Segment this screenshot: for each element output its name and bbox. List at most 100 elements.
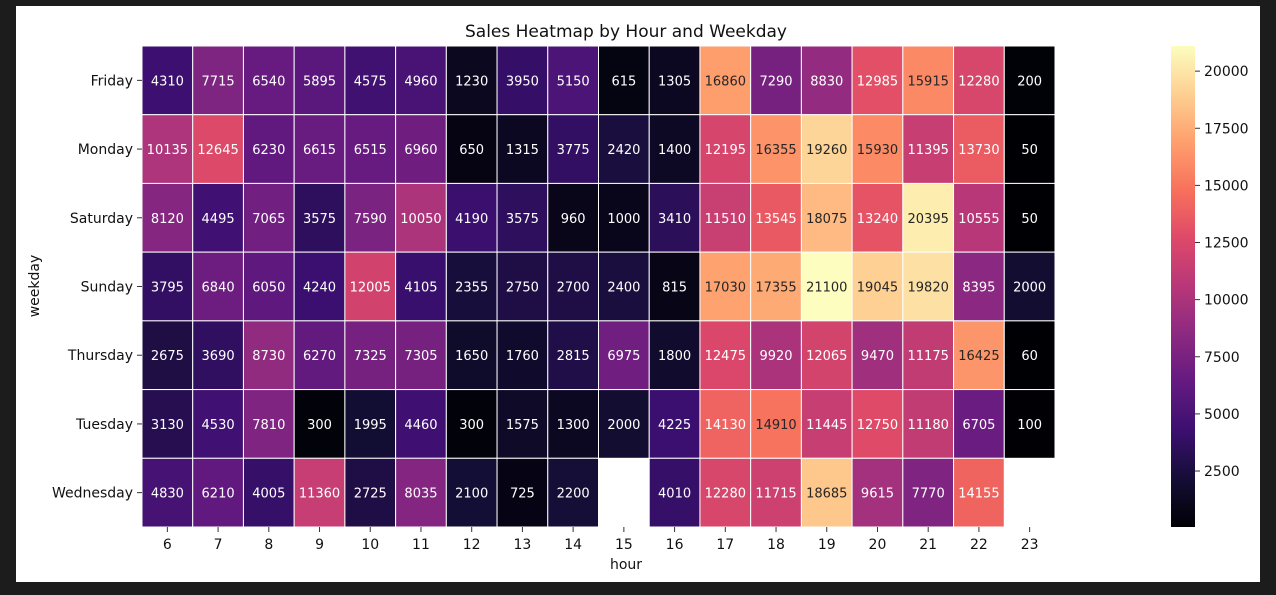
cell-value-label: 1315	[506, 143, 539, 158]
cell-value-label: 10050	[400, 212, 441, 227]
heatmap-cell	[141, 114, 194, 184]
cell-value-label: 4960	[404, 74, 437, 89]
cell-value-label: 50	[1021, 212, 1038, 227]
heatmap-cell	[699, 389, 752, 459]
cell-value-label: 17355	[755, 281, 796, 296]
cell-value-label: 8035	[404, 487, 437, 502]
heatmap-cell	[699, 45, 752, 116]
heatmap-cell	[1003, 45, 1056, 116]
cell-value-label: 815	[662, 281, 687, 296]
cell-value-label: 60	[1021, 349, 1038, 364]
cell-value-label: 13730	[958, 143, 999, 158]
heatmap-cell	[902, 320, 955, 391]
heatmap-cell	[141, 251, 194, 322]
heatmap-cell	[598, 389, 650, 459]
cell-value-label: 6210	[202, 487, 235, 502]
heatmap-cell	[496, 389, 549, 459]
x-tick-label: 23	[1021, 537, 1039, 553]
cell-value-label: 50	[1021, 143, 1038, 158]
chart-title: Sales Heatmap by Hour and Weekday	[465, 22, 787, 42]
x-tick-label: 17	[716, 537, 734, 553]
colorbar-ticks: 2500 5000 7500 10000 12500 15000 17500 20000	[1195, 64, 1249, 480]
heatmap-cell	[598, 114, 650, 184]
cell-value-label: 3575	[303, 212, 336, 227]
cell-value-label: 21100	[806, 281, 847, 296]
heatmap-cell	[344, 389, 397, 459]
heatmap-cell	[242, 182, 295, 253]
chart-frame: Sales Heatmap by Hour and Weekday 4310 77…	[16, 6, 1260, 582]
cell-value-label: 1230	[455, 74, 488, 89]
heatmap-cell	[1003, 114, 1056, 184]
heatmap-cell	[800, 182, 853, 253]
heatmap-cell	[851, 251, 904, 322]
cell-value-label: 6270	[303, 349, 336, 364]
cell-value-label: 18075	[806, 212, 847, 227]
x-tick-label: 22	[970, 537, 988, 553]
cell-value-label: 14910	[755, 418, 796, 433]
cell-value-label: 16355	[755, 143, 796, 158]
x-tick-label: 8	[264, 537, 273, 553]
heatmap-cell	[445, 320, 498, 391]
cell-value-label: 4575	[354, 74, 387, 89]
cell-value-label: 2200	[557, 487, 590, 502]
heatmap-cell	[851, 182, 904, 253]
cell-value-label: 5150	[557, 74, 590, 89]
heatmap-cell	[1003, 251, 1056, 322]
heatmap-cell	[902, 457, 955, 528]
cell-value-label: 8120	[151, 212, 184, 227]
cell-value-label: 16425	[958, 349, 999, 364]
cell-value-label: 19820	[908, 281, 949, 296]
heatmap-cell	[445, 182, 498, 253]
heatmap-cell	[192, 114, 244, 184]
heatmap-chart: Sales Heatmap by Hour and Weekday 4310 77…	[27, 22, 1249, 573]
cell-value-label: 300	[459, 418, 484, 433]
heatmap-cell	[800, 389, 853, 459]
heatmap-cell	[496, 45, 549, 116]
cell-value-label: 12065	[806, 349, 847, 364]
heatmap-cell	[851, 457, 904, 528]
y-tick-label: Saturday	[70, 211, 133, 227]
heatmap-cell	[192, 251, 244, 322]
cell-value-label: 11360	[299, 487, 340, 502]
cell-value-label: 1400	[658, 143, 691, 158]
heatmap-cell	[648, 457, 701, 528]
colorbar-tick-label: 7500	[1204, 350, 1240, 366]
cell-value-label: 2000	[1013, 281, 1046, 296]
y-axis-label: weekday	[27, 255, 43, 318]
heatmap-cell	[750, 389, 802, 459]
heatmap-cell	[699, 182, 752, 253]
heatmap-cell	[1003, 182, 1056, 253]
cell-value-label: 9920	[759, 349, 792, 364]
cell-value-label: 11445	[806, 418, 847, 433]
x-axis: 6 7 8 9 10 11 12 13 14 15 16 17 18 19 20 21 22 23	[163, 527, 1039, 553]
cell-value-label: 14130	[705, 418, 746, 433]
cell-value-label: 19260	[806, 143, 847, 158]
heatmap-cell	[192, 45, 244, 116]
cell-value-label: 10555	[958, 212, 999, 227]
cell-value-label: 9470	[861, 349, 894, 364]
cell-value-label: 2000	[607, 418, 640, 433]
cell-value-label: 1305	[658, 74, 691, 89]
heatmap-cell	[699, 251, 752, 322]
cell-value-label: 1800	[658, 349, 691, 364]
cell-value-label: 6615	[303, 143, 336, 158]
heatmap-cell	[750, 182, 802, 253]
cell-value-label: 20395	[908, 212, 949, 227]
colorbar-tick-label: 17500	[1204, 121, 1249, 137]
cell-value-label: 2100	[455, 487, 488, 502]
heatmap-cell	[141, 389, 194, 459]
cell-value-label: 3690	[202, 349, 235, 364]
heatmap-cell	[445, 114, 498, 184]
y-tick-label: Thursday	[67, 348, 133, 364]
colorbar-tick-label: 10000	[1204, 293, 1249, 309]
cell-value-label: 2355	[455, 281, 488, 296]
cell-value-label: 7305	[404, 349, 437, 364]
cell-value-label: 2725	[354, 487, 387, 502]
heatmap-cell	[953, 45, 1005, 116]
cell-value-label: 4240	[303, 281, 336, 296]
x-tick-label: 20	[869, 537, 887, 553]
cell-value-label: 7810	[252, 418, 285, 433]
heatmap-cell	[242, 320, 295, 391]
heatmap-cell	[344, 251, 397, 322]
heatmap-cell	[1003, 389, 1056, 459]
